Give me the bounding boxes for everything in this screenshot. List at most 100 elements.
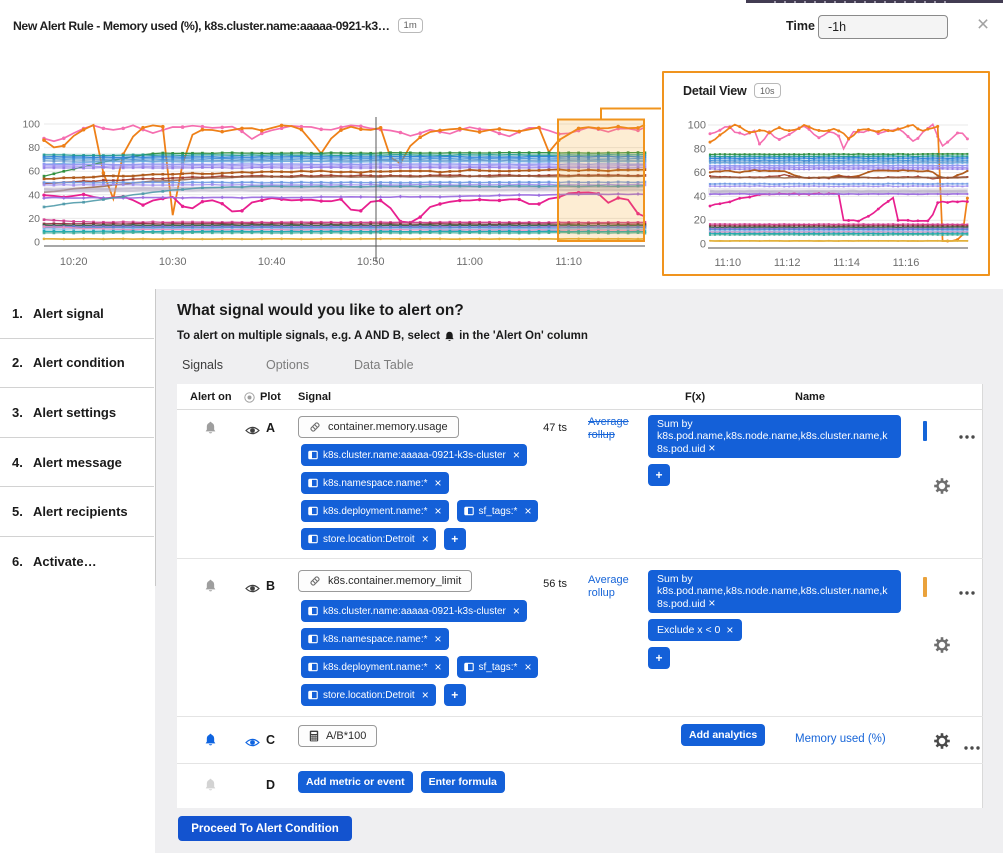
- dimension-icon: [308, 506, 318, 516]
- remove-filter-icon[interactable]: ×: [421, 532, 429, 546]
- filter-label: sf_tags:*: [478, 505, 518, 517]
- row-settings-gear-A[interactable]: [934, 478, 950, 494]
- tab-signals[interactable]: Signals: [182, 358, 223, 372]
- detail-view-title: Detail View: [683, 84, 747, 98]
- plot-visibility-C[interactable]: [245, 735, 260, 747]
- analytics-pill[interactable]: Exclude x < 0 ×: [648, 619, 743, 641]
- filter-pill[interactable]: store.location:Detroit ×: [301, 528, 436, 550]
- remove-filter-icon[interactable]: ×: [434, 632, 442, 646]
- alert-on-bell-C[interactable]: [204, 733, 217, 747]
- eye-icon: [244, 392, 255, 403]
- remove-analytics-icon[interactable]: ×: [708, 441, 716, 455]
- proceed-to-alert-condition-button[interactable]: Proceed To Alert Condition: [178, 816, 352, 841]
- add-analytics-function-button[interactable]: +: [648, 464, 670, 486]
- step-label: Alert recipients: [33, 504, 128, 520]
- eye-icon: [245, 426, 260, 435]
- step-number: 4.: [12, 454, 23, 470]
- signal-name-pill-A[interactable]: container.memory.usage: [298, 416, 459, 438]
- formula-pill-C[interactable]: A/B*100: [298, 725, 378, 747]
- remove-filter-icon[interactable]: ×: [421, 688, 429, 702]
- svg-text:80: 80: [28, 142, 40, 154]
- plot-color-swatch-B[interactable]: [923, 577, 927, 597]
- filter-pill[interactable]: k8s.deployment.name:* ×: [301, 656, 449, 678]
- sidebar-step-alert-recipients[interactable]: 5. Alert recipients: [0, 487, 154, 537]
- filter-pill[interactable]: store.location:Detroit ×: [301, 684, 436, 706]
- remove-filter-icon[interactable]: ×: [524, 504, 532, 518]
- filter-pill[interactable]: k8s.deployment.name:* ×: [301, 500, 449, 522]
- remove-filter-icon[interactable]: ×: [524, 660, 532, 674]
- svg-text:10:50: 10:50: [357, 256, 385, 268]
- plot-visibility-A[interactable]: [245, 423, 260, 435]
- remove-analytics-icon[interactable]: ×: [726, 623, 734, 637]
- time-label: Time: [786, 19, 815, 33]
- signal-display-name[interactable]: Memory used (%): [795, 733, 886, 745]
- add-analytics-button[interactable]: Add analytics: [681, 724, 766, 746]
- filter-label: sf_tags:*: [478, 661, 518, 673]
- row-settings-gear-B[interactable]: [934, 637, 950, 653]
- svg-text:100: 100: [22, 119, 40, 131]
- alert-on-bell-A[interactable]: [204, 421, 217, 435]
- filter-label: k8s.cluster.name:aaaaa-0921-k3s-cluster: [323, 449, 506, 461]
- page-subtitle: To alert on multiple signals, e.g. A AND…: [177, 330, 588, 342]
- row-more-options-A[interactable]: [958, 427, 976, 439]
- sidebar-step-alert-settings[interactable]: 3. Alert settings: [0, 388, 154, 438]
- remove-filter-icon[interactable]: ×: [512, 604, 520, 618]
- formula-text: A/B*100: [326, 730, 367, 742]
- gear-icon: [934, 733, 950, 749]
- detail-resolution-badge: 10s: [754, 83, 781, 98]
- filter-pill[interactable]: sf_tags:* ×: [456, 656, 539, 678]
- alert-on-bell-B[interactable]: [204, 579, 217, 593]
- filter-pill[interactable]: k8s.namespace.name:* ×: [301, 628, 449, 650]
- signal-name-pill-B[interactable]: k8s.container.memory_limit: [298, 570, 473, 592]
- add-filter-button[interactable]: +: [443, 528, 466, 550]
- sidebar-step-alert-message[interactable]: 4. Alert message: [0, 438, 154, 488]
- plot-color-swatch-A[interactable]: [923, 421, 927, 441]
- remove-filter-icon[interactable]: ×: [434, 660, 442, 674]
- col-signal: Signal: [298, 391, 332, 403]
- plot-letter-D: D: [266, 778, 276, 792]
- gear-icon: [934, 478, 950, 494]
- add-filter-button[interactable]: +: [443, 684, 466, 706]
- rollup-link-B[interactable]: Average rollup: [588, 574, 629, 599]
- close-icon[interactable]: ×: [976, 13, 990, 36]
- remove-analytics-icon[interactable]: ×: [708, 596, 716, 610]
- gear-icon: [934, 637, 950, 653]
- add-analytics-function-button[interactable]: +: [648, 647, 670, 669]
- analytics-pill[interactable]: Sum by k8s.pod.name,k8s.node.name,k8s.cl…: [648, 570, 901, 613]
- filter-label: k8s.namespace.name:*: [323, 477, 428, 489]
- dimension-icon: [308, 690, 318, 700]
- sidebar-step-activate[interactable]: 6. Activate…: [0, 537, 154, 587]
- bell-icon: [205, 579, 216, 592]
- row-more-options-B[interactable]: [958, 583, 976, 595]
- dimension-icon: [308, 606, 318, 616]
- analytics-label: Sum by k8s.pod.name,k8s.node.name,k8s.cl…: [657, 418, 888, 455]
- filter-pill[interactable]: k8s.cluster.name:aaaaa-0921-k3s-cluster ×: [301, 600, 527, 622]
- rollup-link-A[interactable]: Average rollup: [588, 416, 629, 441]
- fx-column-B: Sum by k8s.pod.name,k8s.node.name,k8s.cl…: [648, 570, 901, 669]
- tab-data-table[interactable]: Data Table: [354, 358, 414, 372]
- dimension-icon: [463, 662, 474, 672]
- filter-pill[interactable]: sf_tags:* ×: [456, 500, 539, 522]
- remove-filter-icon[interactable]: ×: [434, 476, 442, 490]
- remove-filter-icon[interactable]: ×: [512, 448, 520, 462]
- remove-filter-icon[interactable]: ×: [434, 504, 442, 518]
- plot-letter-C: C: [266, 733, 276, 747]
- analytics-pill[interactable]: Sum by k8s.pod.name,k8s.node.name,k8s.cl…: [648, 415, 901, 458]
- filter-pill[interactable]: k8s.cluster.name:aaaaa-0921-k3s-cluster ×: [301, 444, 527, 466]
- time-range-input[interactable]: -1h: [818, 15, 948, 39]
- sidebar-step-alert-signal[interactable]: 1. Alert signal: [0, 289, 154, 339]
- enter-formula-button[interactable]: Enter formula: [420, 771, 505, 793]
- row-settings-gear-C[interactable]: [934, 733, 950, 749]
- step-number: 3.: [12, 404, 23, 420]
- tab-options[interactable]: Options: [266, 358, 310, 372]
- row-more-options-C[interactable]: [963, 738, 981, 750]
- metric-icon: [310, 576, 320, 586]
- filter-pill[interactable]: k8s.namespace.name:* ×: [301, 472, 449, 494]
- filter-pills-A: k8s.cluster.name:aaaaa-0921-k3s-cluster ×…: [301, 444, 539, 550]
- resolution-badge: 1m: [397, 18, 423, 33]
- bell-icon: [445, 331, 454, 341]
- plot-visibility-B[interactable]: [245, 581, 260, 593]
- sidebar-step-alert-condition[interactable]: 2. Alert condition: [0, 339, 154, 389]
- add-metric-or-event-button[interactable]: Add metric or event: [298, 771, 413, 793]
